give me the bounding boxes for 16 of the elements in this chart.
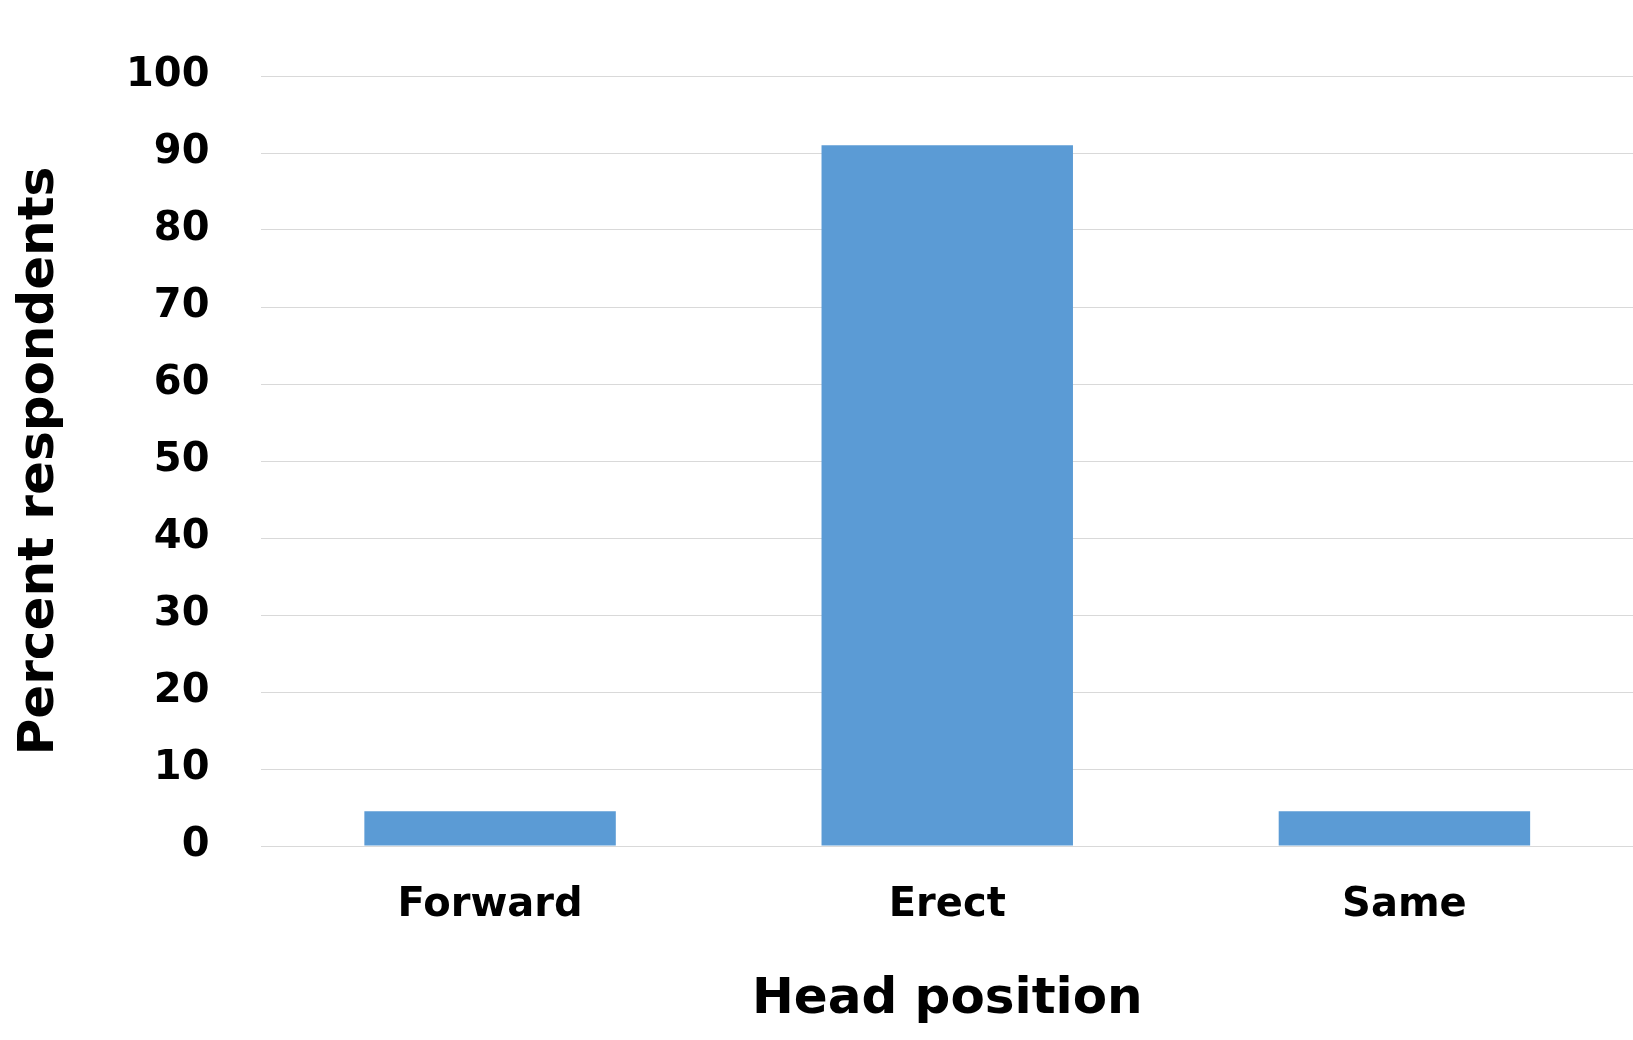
x-tick-label: Forward xyxy=(397,879,583,926)
y-tick-label: 90 xyxy=(153,126,210,173)
y-tick-label: 100 xyxy=(126,49,210,96)
y-tick-label: 10 xyxy=(153,742,210,789)
y-tick-label: 60 xyxy=(153,357,210,404)
y-tick-label: 70 xyxy=(153,280,210,327)
x-axis-title: Head position xyxy=(751,966,1143,1025)
y-tick-label: 30 xyxy=(153,588,210,635)
x-tick-label: Erect xyxy=(888,879,1006,926)
y-tick-label: 80 xyxy=(153,203,210,250)
y-axis-title: Percent respondents xyxy=(6,166,65,756)
y-tick-label: 20 xyxy=(153,665,210,712)
y-tick-label: 40 xyxy=(153,511,210,558)
y-tick-label: 50 xyxy=(153,434,210,481)
y-tick-label: 0 xyxy=(181,819,210,866)
x-tick-label: Same xyxy=(1342,879,1467,926)
